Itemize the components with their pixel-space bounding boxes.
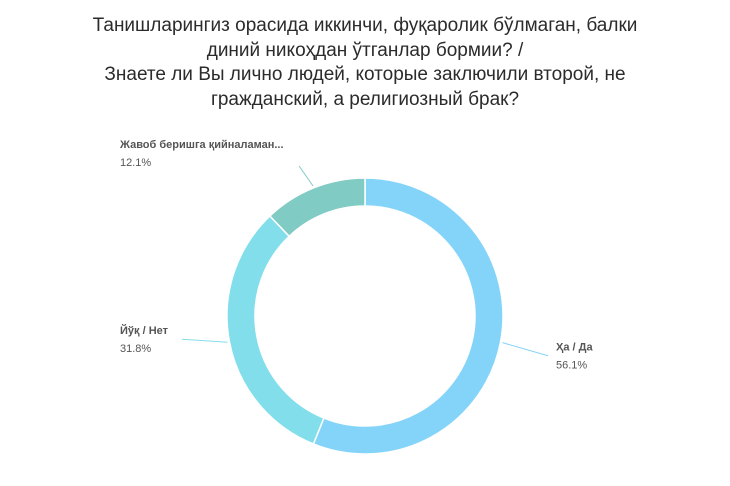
slice-3-value: 12.1% [120, 157, 151, 169]
slice-3-leader [298, 165, 314, 187]
slice-1-label: Ҳа / Да [556, 342, 593, 354]
slice-2-leader [181, 338, 228, 343]
slice-3-arc[interactable] [268, 177, 366, 238]
slice-3-label: Жавоб беришга қийналаман... [119, 139, 284, 151]
slice-2-arc[interactable] [226, 214, 325, 445]
chart-title-line-1: Танишларингиз орасида иккинчи, фуқаролик… [92, 15, 638, 36]
chart-title-line-2: диний никоҳдан ўтганлар бормии? / [206, 39, 524, 61]
slice-1-value: 56.1% [556, 360, 587, 372]
slice-labels: Ҳа / Да 56.1% Йўқ / Нет 31.8% Жавоб беришга … [119, 139, 593, 372]
label-leader-lines [181, 165, 549, 357]
chart-title-line-4: гражданский, а религиозный брак? [210, 88, 520, 110]
chart-title: Танишларингиз орасида иккинчи, фуқаролик… [0, 14, 730, 112]
slice-2-value: 31.8% [120, 343, 151, 355]
slice-2-label: Йўқ / Нет [120, 324, 169, 337]
slice-1-arc[interactable] [312, 177, 504, 455]
donut-slices [226, 177, 504, 455]
chart-title-line-3: Знаете ли Вы лично людей, которые заключ… [104, 64, 626, 85]
slice-1-leader [502, 342, 549, 357]
